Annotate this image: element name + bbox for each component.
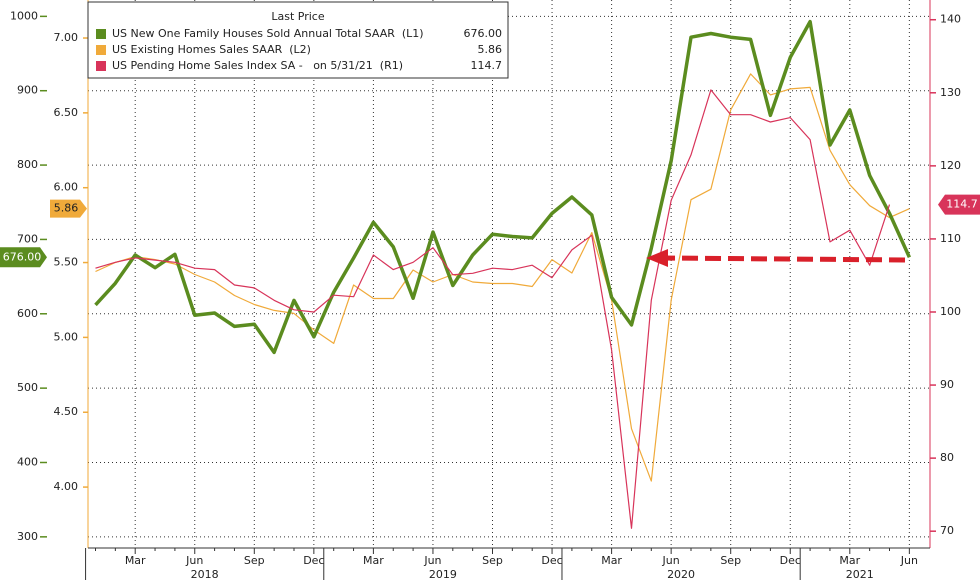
y2-tick-label: 5.50 [54, 256, 79, 269]
price-tag-box [938, 194, 980, 215]
y3-tick-label: 80 [940, 451, 954, 464]
x-tick-label: Sep [482, 554, 503, 567]
price-tag-box [0, 247, 47, 268]
price-tag-label: 114.7 [946, 198, 978, 211]
legend-label: US Pending Home Sales Index SA - on 5/31… [112, 59, 403, 72]
x-tick-label: Jun [423, 554, 441, 567]
legend-title: Last Price [271, 10, 324, 23]
y2-tick-label: 6.50 [54, 106, 79, 119]
legend-last-price: 676.00 [464, 27, 503, 40]
y-tick-label: 800 [17, 158, 38, 171]
x-tick-label: Sep [244, 554, 265, 567]
legend-last-price: 114.7 [471, 59, 503, 72]
y3-tick-label: 70 [940, 524, 954, 537]
x-tick-label: Jun [662, 554, 680, 567]
x-tick-label: Mar [839, 554, 860, 567]
x-tick-label: Jun [185, 554, 203, 567]
y-tick-label: 900 [17, 84, 38, 97]
grid [88, 0, 930, 548]
price-tag: 114.7 [938, 194, 980, 215]
x-tick-label: Mar [363, 554, 384, 567]
legend-last-price: 5.86 [478, 43, 503, 56]
legend-swatch [96, 61, 106, 71]
y-tick-label: 600 [17, 307, 38, 320]
price-tag-label: 676.00 [3, 250, 42, 263]
annotation [646, 249, 906, 267]
y2-tick-label: 6.00 [54, 181, 79, 194]
y-tick-label: 400 [17, 455, 38, 468]
y3-tick-label: 120 [940, 159, 961, 172]
y3-tick-label: 140 [940, 13, 961, 26]
x-tick-label: Dec [780, 554, 801, 567]
price-tag: 5.86 [50, 199, 87, 218]
legend-label: US New One Family Houses Sold Annual Tot… [112, 27, 424, 40]
x-tick-label: Mar [125, 554, 146, 567]
legend-swatch [96, 45, 106, 55]
y3-tick-label: 100 [940, 305, 961, 318]
y-tick-label: 500 [17, 381, 38, 394]
x-tick-label: Mar [601, 554, 622, 567]
y3-tick-label: 110 [940, 232, 961, 245]
series-line [95, 73, 910, 482]
legend-label: US Existing Homes Sales SAAR (L2) [112, 43, 311, 56]
y-tick-label: 1000 [10, 9, 38, 22]
series-line [95, 89, 891, 529]
y3-tick-label: 130 [940, 86, 961, 99]
x-tick-label: Jun [900, 554, 918, 567]
y3-tick-label: 90 [940, 378, 954, 391]
legend: Last Price US New One Family Houses Sold… [87, 1, 509, 79]
price-tag-box [50, 199, 87, 218]
price-tag-label: 5.86 [54, 202, 79, 215]
year-label: 2019 [429, 568, 457, 580]
arrow-head [646, 249, 668, 267]
y-tick-label: 700 [17, 232, 38, 245]
y2-tick-label: 7.00 [54, 31, 79, 44]
legend-box [87, 1, 509, 79]
legend-swatch [96, 29, 106, 39]
lines [94, 19, 911, 529]
y-tick-label: 300 [17, 530, 38, 543]
y2-tick-label: 4.50 [54, 405, 79, 418]
y2-tick-label: 4.00 [54, 480, 79, 493]
dashed-arrow [663, 255, 906, 263]
x-tick-label: Dec [541, 554, 562, 567]
y2-tick-label: 5.00 [54, 330, 79, 343]
x-tick-label: Dec [303, 554, 324, 567]
year-label: 2020 [667, 568, 695, 580]
x-tick-label: Sep [720, 554, 741, 567]
price-tag: 676.00 [0, 247, 47, 268]
year-label: 2021 [846, 568, 874, 580]
year-label: 2018 [191, 568, 219, 580]
series-line [94, 19, 911, 355]
